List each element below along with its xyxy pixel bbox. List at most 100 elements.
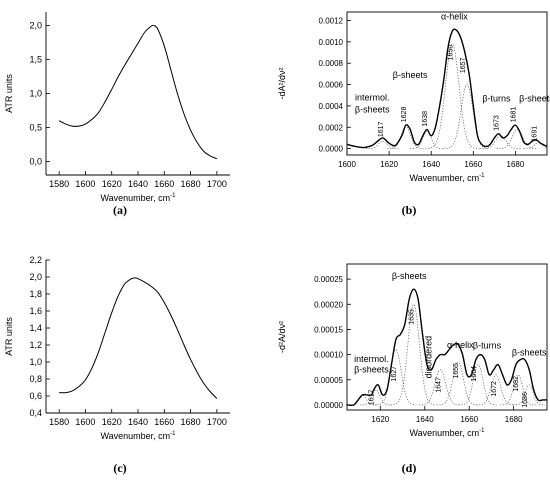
x-tick-label: 1580 [49, 179, 69, 189]
y-axis-label: -d²A/dν² [277, 321, 287, 353]
peak-label: 1617 [369, 390, 376, 406]
structure-annotation: β-sheets [519, 94, 550, 104]
x-tick-label: 1620 [102, 179, 122, 189]
chart-b-second-derivative: 1600 1620 1640 1660 1680 0.0000 0.0002 0.0004 0.… [277, 11, 550, 183]
structure-annotation: β-sheets [512, 348, 547, 358]
y-tick-label: 0.00015 [314, 325, 343, 334]
structure-annotation: α-helix [447, 340, 474, 350]
x-tick-label: 1620 [371, 415, 389, 424]
x-tick-label: 1700 [207, 179, 227, 189]
peak-label: 1647 [435, 377, 442, 393]
x-tick-label: 1600 [338, 160, 356, 169]
peak-label: 1628 [401, 107, 408, 123]
y-tick-label: 0,5 [29, 122, 42, 132]
x-tick-label: 1680 [505, 415, 523, 424]
peak-label: 1682 [513, 376, 520, 392]
component-peak [359, 389, 392, 406]
panel-label-c: (c) [113, 461, 127, 475]
y-axis-label: ATR units [4, 317, 14, 356]
x-tick-label: 1640 [128, 417, 148, 427]
y-tick-label: 0,4 [29, 408, 42, 418]
y-tick-label: 1,5 [29, 55, 42, 65]
y-axis-label: ATR units [4, 74, 14, 113]
structure-annotation: β-sheets [354, 365, 389, 375]
peak-label: 1672 [491, 381, 498, 397]
y-tick-label: 0.00005 [314, 376, 343, 385]
component-peak [458, 364, 498, 406]
x-tick-label: 1680 [181, 179, 201, 189]
y-tick-label: 0,8 [29, 374, 42, 384]
y-tick-label: 1,2 [29, 340, 42, 350]
y-tick-label: 0.00020 [314, 300, 343, 309]
y-tick-label: 0.00000 [314, 401, 343, 410]
structure-annotation: disordered [423, 336, 433, 379]
component-peak [418, 369, 461, 406]
chart-d-second-derivative: 1620 1640 1660 1680 0.00000 0.00005 0.00010 0.0… [277, 263, 548, 438]
panel-label-b: (b) [401, 203, 417, 217]
spectrum-line [347, 28, 547, 149]
structure-annotation: β-turns [482, 94, 511, 104]
y-tick-label: 0.0002 [319, 123, 344, 132]
y-tick-label: 0.0008 [319, 59, 344, 68]
structure-annotation: intermol. [355, 93, 390, 103]
y-tick-label: 0.00010 [314, 351, 343, 360]
y-tick-label: 1,8 [29, 289, 42, 299]
y-tick-label: 1,6 [29, 306, 42, 316]
y-tick-label: 0,6 [29, 391, 42, 401]
x-tick-label: 1620 [380, 160, 398, 169]
x-tick-label: 1600 [75, 417, 95, 427]
x-tick-label: 1660 [464, 160, 482, 169]
x-axis-label: Wavenumber, cm-1 [409, 173, 485, 183]
y-tick-label: 0.0000 [319, 145, 344, 154]
component-peak [410, 131, 444, 149]
x-tick-label: 1640 [416, 415, 434, 424]
structure-annotation: intermol. [354, 354, 389, 364]
y-tick-label: 2,2 [29, 255, 42, 265]
y-tick-label: 1,0 [29, 89, 42, 99]
component-peak [390, 303, 436, 406]
component-peak [365, 140, 400, 149]
peak-label: 1657 [460, 57, 467, 73]
x-tick-label: 1640 [422, 160, 440, 169]
x-tick-label: 1680 [181, 417, 201, 427]
y-tick-label: 2,0 [29, 21, 42, 31]
y-tick-label: 0,0 [29, 156, 42, 166]
structure-annotation: β-sheets [355, 104, 390, 114]
peak-label: 1617 [378, 121, 385, 137]
component-peak [513, 384, 546, 406]
peak-label: 1635 [409, 309, 416, 325]
peak-label: 1673 [494, 115, 501, 131]
x-tick-label: 1580 [49, 417, 69, 427]
y-tick-label: 0.0004 [319, 102, 344, 111]
peak-label: 1655 [453, 363, 460, 379]
component-peak [387, 125, 425, 149]
panel-label-a: (a) [113, 203, 127, 217]
component-peak [436, 361, 479, 406]
chart-a-atr-spectrum: 1580 1600 1620 1640 1660 1680 1700 0,0 0,5 1,0 1,5… [4, 12, 230, 203]
panel-label-d: (d) [401, 461, 417, 475]
structure-annotation: α-helix [441, 11, 468, 21]
y-tick-label: 1,0 [29, 357, 42, 367]
y-tick-label: 2,0 [29, 272, 42, 282]
x-axis-label: Wavenumber, cm-1 [100, 193, 176, 203]
y-tick-label: 0.0010 [319, 38, 344, 47]
y-tick-label: 1,4 [29, 323, 42, 333]
y-tick-label: 0.0006 [319, 81, 344, 90]
peak-label: 1691 [531, 126, 538, 142]
x-tick-label: 1680 [507, 160, 525, 169]
chart-c-atr-spectrum: 1580 1600 1620 1640 1660 1680 1700 0,4 0,6 0,8 1,0… [4, 255, 230, 441]
x-tick-label: 1620 [102, 417, 122, 427]
x-tick-label: 1700 [207, 417, 227, 427]
x-tick-label: 1660 [460, 415, 478, 424]
x-axis-label: Wavenumber, cm-1 [100, 431, 176, 441]
plot-frame [346, 263, 548, 411]
spectrum-line [58, 24, 218, 160]
component-peak [476, 374, 516, 406]
structure-annotation: β-sheets [393, 70, 428, 80]
spectrum-line [59, 277, 218, 399]
x-tick-label: 1660 [154, 417, 174, 427]
x-tick-label: 1660 [154, 179, 174, 189]
y-axis-label: -dA²/dν² [277, 67, 287, 99]
x-axis-label: Wavenumber, cm-1 [409, 428, 485, 438]
peak-label: 1650 [447, 45, 454, 61]
